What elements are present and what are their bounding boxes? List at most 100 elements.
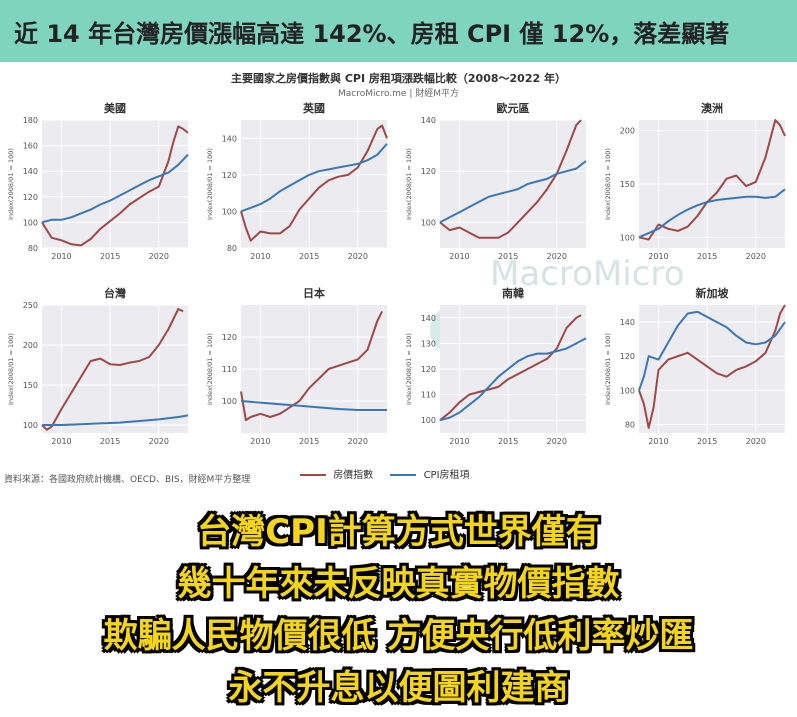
series-line-3-0 bbox=[638, 119, 786, 241]
legend-item-house-price: 房價指數 bbox=[300, 470, 376, 481]
ytick-label-1-0: 80 bbox=[227, 244, 237, 253]
chart-panel: 主要國家之房價指數與 CPI 房租項漲跌幅比較（2008～2022 年） Mac… bbox=[0, 62, 797, 492]
xtick-label-6-2: 2020 bbox=[547, 437, 567, 446]
xtick-label-1-2: 2020 bbox=[348, 252, 368, 261]
xtick-label-4-1: 2015 bbox=[100, 437, 120, 446]
series-line-1-0 bbox=[240, 124, 388, 242]
xtick-label-7-0: 2010 bbox=[648, 437, 668, 446]
xtick-label-1-1: 2015 bbox=[299, 252, 319, 261]
chart-title-1: 英國 bbox=[302, 101, 325, 115]
ytick-label-7-2: 120 bbox=[620, 352, 635, 361]
ytick-label-6-0: 100 bbox=[421, 416, 436, 425]
ylabel-4: Index(2008/01 = 100) bbox=[7, 333, 15, 405]
series-line-0-0 bbox=[41, 125, 189, 247]
xtick-label-5-1: 2015 bbox=[299, 437, 319, 446]
xtick-label-0-0: 2010 bbox=[51, 252, 71, 261]
chart-panel-2: 歐元區 100 120 140 2010 2015 2020 Index(2008/01 = … bbox=[405, 101, 587, 261]
ylabel-2: Index(2008/01 = 100) bbox=[405, 148, 413, 220]
ylabel-7: Index(2008/01 = 100) bbox=[604, 333, 612, 405]
legend-swatch-cpi-rent bbox=[390, 474, 417, 476]
xtick-label-4-2: 2020 bbox=[149, 437, 169, 446]
legend-label-house-price: 房價指數 bbox=[333, 470, 374, 481]
xtick-label-4-0: 2010 bbox=[51, 437, 71, 446]
ytick-label-1-2: 120 bbox=[222, 171, 237, 180]
chart-main-title: 主要國家之房價指數與 CPI 房租項漲跌幅比較（2008～2022 年） bbox=[231, 72, 566, 85]
ylabel-5: Index(2008/01 = 100) bbox=[206, 333, 214, 405]
legend-item-cpi-rent: CPI房租項 bbox=[390, 470, 470, 481]
legend-swatch-house-price bbox=[300, 474, 326, 476]
ytick-label-0-4: 160 bbox=[23, 142, 38, 151]
xtick-label-6-1: 2015 bbox=[498, 437, 518, 446]
plot-background-4 bbox=[42, 305, 188, 433]
chart-panel-3: 澳洲 100 150 200 2010 2015 2020 Index(2008/01 = 1… bbox=[604, 101, 786, 261]
chart-title-7: 新加坡 bbox=[696, 286, 730, 300]
ytick-label-7-3: 140 bbox=[620, 318, 635, 327]
xtick-label-3-1: 2015 bbox=[697, 252, 717, 261]
xtick-label-7-1: 2015 bbox=[697, 437, 717, 446]
ytick-label-5-0: 100 bbox=[222, 397, 237, 406]
chart-title-3: 澳洲 bbox=[701, 101, 723, 115]
chart-source: MacroMicro.me | 財經M平方 bbox=[338, 89, 459, 99]
series-line-4-1 bbox=[42, 414, 189, 426]
xtick-label-6-0: 2010 bbox=[449, 437, 469, 446]
series-line-6-0 bbox=[439, 314, 582, 421]
ytick-label-4-2: 200 bbox=[23, 341, 38, 350]
ytick-label-1-1: 100 bbox=[222, 207, 237, 216]
ytick-label-2-0: 100 bbox=[421, 218, 436, 227]
ylabel-1: Index(2008/01 = 100) bbox=[206, 148, 214, 220]
chart-panel-5: 日本 100 110 120 2010 2015 2020 Index(2008/01 = 1… bbox=[206, 286, 387, 446]
xtick-label-2-1: 2015 bbox=[498, 252, 518, 261]
ytick-label-3-1: 150 bbox=[620, 180, 635, 189]
ytick-label-4-3: 250 bbox=[23, 301, 38, 310]
ytick-label-0-0: 80 bbox=[28, 244, 38, 253]
plot-background-0 bbox=[42, 120, 188, 248]
ytick-label-4-0: 100 bbox=[23, 421, 38, 430]
ytick-label-4-1: 150 bbox=[23, 381, 38, 390]
ytick-label-5-1: 110 bbox=[222, 365, 237, 374]
ytick-label-6-3: 130 bbox=[421, 339, 436, 348]
plot-background-1 bbox=[241, 120, 387, 248]
xtick-label-2-0: 2010 bbox=[449, 252, 469, 261]
overlay-line-2: 幾十年來未反映真實物價指數 bbox=[177, 564, 620, 604]
legend-label-cpi-rent: CPI房租項 bbox=[423, 470, 470, 481]
ytick-label-7-0: 80 bbox=[625, 420, 635, 429]
overlay-line-3: 欺騙人民物價很低 方便央行低利率炒匯 bbox=[103, 616, 694, 656]
overlay-line-1: 台灣CPI計算方式世界僅有 bbox=[197, 512, 600, 552]
banner-title: 近 14 年台灣房價漲幅高達 142%、房租 CPI 僅 12%，落差顯著 bbox=[14, 20, 730, 48]
ytick-label-1-3: 140 bbox=[222, 134, 237, 143]
ytick-label-2-1: 120 bbox=[421, 167, 436, 176]
chart-panel-6: 南韓 100 110 120 130 140 2010 2015 2020 Index(2008/… bbox=[405, 286, 587, 446]
title-banner: 近 14 年台灣房價漲幅高達 142%、房租 CPI 僅 12%，落差顯著 bbox=[0, 0, 797, 62]
series-line-6-1 bbox=[439, 337, 587, 422]
chart-panel-7: 新加坡 80 100 120 140 2010 2015 2020 Index(2008/01 … bbox=[604, 286, 786, 446]
ytick-label-0-5: 180 bbox=[23, 116, 38, 125]
xtick-label-7-2: 2020 bbox=[746, 437, 766, 446]
xtick-label-1-0: 2010 bbox=[250, 252, 270, 261]
chart-legend: 房價指數 CPI房租項 bbox=[300, 466, 484, 481]
chart-title-2: 歐元區 bbox=[497, 101, 530, 115]
series-line-5-1 bbox=[240, 400, 387, 411]
xtick-label-5-0: 2010 bbox=[250, 437, 270, 446]
xtick-label-0-1: 2015 bbox=[100, 252, 120, 261]
chart-title-4: 台灣 bbox=[104, 286, 126, 300]
source-note: 資料來源：各國政府統計機構、OECD、BIS，財經M平方整理 bbox=[4, 475, 251, 485]
ytick-label-3-0: 100 bbox=[620, 233, 635, 242]
watermark-text: MacroMicro bbox=[490, 254, 685, 294]
chart-title-6: 南韓 bbox=[502, 286, 524, 300]
ytick-label-5-2: 120 bbox=[222, 333, 237, 342]
ytick-label-7-1: 100 bbox=[620, 386, 635, 395]
chart-title-5: 日本 bbox=[303, 286, 325, 300]
ytick-label-0-3: 140 bbox=[23, 167, 38, 176]
chart-title-0: 美國 bbox=[104, 101, 126, 115]
chart-panel-4: 台灣 100 150 200 250 2010 2015 2020 Index(2008/01 … bbox=[7, 286, 189, 446]
ytick-label-6-4: 140 bbox=[421, 314, 436, 323]
series-line-7-0 bbox=[638, 304, 786, 429]
series-line-4-0 bbox=[41, 308, 184, 431]
series-line-5-0 bbox=[240, 310, 383, 422]
xtick-label-3-0: 2010 bbox=[648, 252, 668, 261]
ytick-label-2-2: 140 bbox=[421, 116, 436, 125]
series-line-2-0 bbox=[439, 119, 582, 239]
series-line-7-1 bbox=[638, 310, 786, 391]
chart-panel-0: 美國 80 100 120 140 160 180 2010 2015 2020 Index(200… bbox=[7, 101, 189, 261]
small-multiples-svg: 美國 80 100 120 140 160 180 2010 2015 2020 Index(200… bbox=[7, 101, 786, 446]
